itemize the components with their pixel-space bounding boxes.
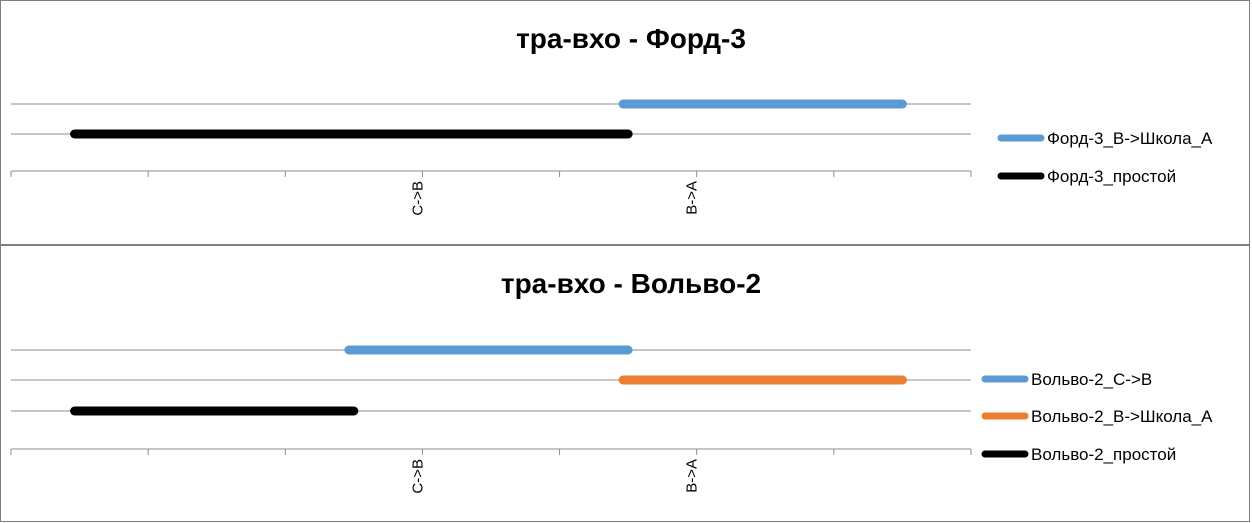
chart-panel-volvo: тра-вхо - Вольво-2 С->В В->А Вольво-2_С->В… bbox=[0, 245, 1250, 522]
chart-title: тра-вхо - Вольво-2 bbox=[500, 268, 762, 299]
legend-label: Вольво-2_С->В bbox=[1031, 370, 1152, 389]
x-tick-label: В->А bbox=[684, 181, 701, 215]
legend-label: Форд-3_В->Школа_А bbox=[1047, 129, 1213, 148]
chart-plot-volvo: С->В В->А Вольво-2_С->В Вольво-2_В->Школа_А… bbox=[10, 345, 1213, 494]
x-tick-label: В->А bbox=[684, 459, 701, 493]
chart-panel-ford: тра-вхо - Форд-3 С->В В->А Форд-3_В->Школа… bbox=[0, 0, 1250, 245]
x-tick-label: С->В bbox=[409, 181, 426, 216]
legend-label: Вольво-2_В->Школа_А bbox=[1031, 407, 1213, 426]
x-tick-label: С->В bbox=[409, 459, 426, 494]
chart-plot-ford: С->В В->А Форд-3_В->Школа_А Форд-3_простой bbox=[10, 99, 1213, 216]
legend-label: Вольво-2_простой bbox=[1031, 445, 1176, 464]
legend-label: Форд-3_простой bbox=[1047, 167, 1176, 186]
chart-title: тра-вхо - Форд-3 bbox=[516, 23, 746, 54]
